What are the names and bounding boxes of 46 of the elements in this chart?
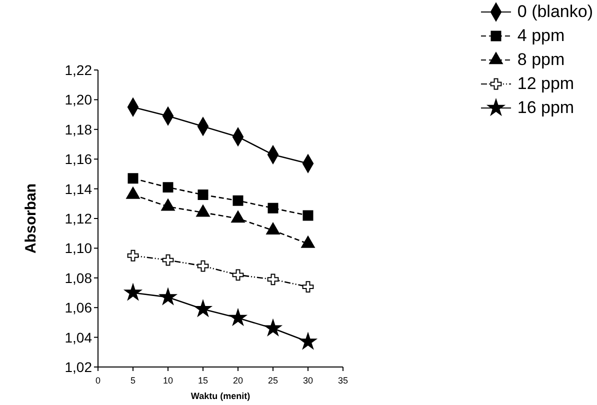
point [197, 260, 209, 272]
legend-label: 4 ppm [517, 26, 565, 46]
legend-label: 16 ppm [517, 98, 574, 118]
x-tick-label: 20 [232, 375, 244, 386]
point [159, 288, 177, 305]
x-tick-label: 0 [95, 375, 101, 386]
point [232, 269, 244, 281]
y-tick-label: 1,08 [64, 270, 92, 286]
y-tick-label: 1,18 [64, 121, 92, 138]
y-tick-label: 1,06 [64, 300, 92, 316]
point [267, 274, 279, 286]
point [231, 210, 245, 223]
x-tick-label: 10 [162, 375, 174, 386]
point [232, 195, 244, 206]
y-axis-title: Absorban [22, 183, 40, 254]
point [266, 222, 280, 235]
point [264, 319, 282, 336]
point [162, 182, 174, 193]
point [268, 202, 278, 214]
point [127, 250, 139, 262]
point [194, 300, 212, 316]
y-tick-label: 1,04 [64, 329, 92, 346]
y-tick-label: 1,10 [64, 240, 92, 256]
y-tick-label: 1,20 [64, 92, 92, 108]
point [229, 309, 247, 326]
point [198, 189, 208, 200]
y-tick-label: 1,02 [64, 358, 92, 375]
x-tick-label: 25 [268, 375, 278, 386]
y-tick-label: 1,12 [64, 210, 92, 226]
y-tick-label: 1,22 [64, 62, 92, 78]
point [124, 284, 142, 300]
legend-label: 0 (blanko) [517, 2, 593, 22]
y-tick-label: 1,14 [64, 180, 92, 197]
point [299, 332, 317, 350]
x-tick-label: 15 [198, 375, 208, 386]
x-tick-label: 35 [338, 375, 348, 386]
y-tick-label: 1,16 [64, 151, 92, 168]
legend-label: 8 ppm [517, 50, 565, 70]
legend-label: 12 ppm [517, 74, 574, 94]
point [128, 173, 138, 184]
point [302, 210, 314, 221]
x-tick-label: 30 [302, 375, 314, 386]
x-axis-title: Waktu (menit) [190, 391, 250, 401]
point [302, 281, 314, 293]
point [162, 254, 174, 266]
x-tick-label: 5 [130, 375, 136, 386]
